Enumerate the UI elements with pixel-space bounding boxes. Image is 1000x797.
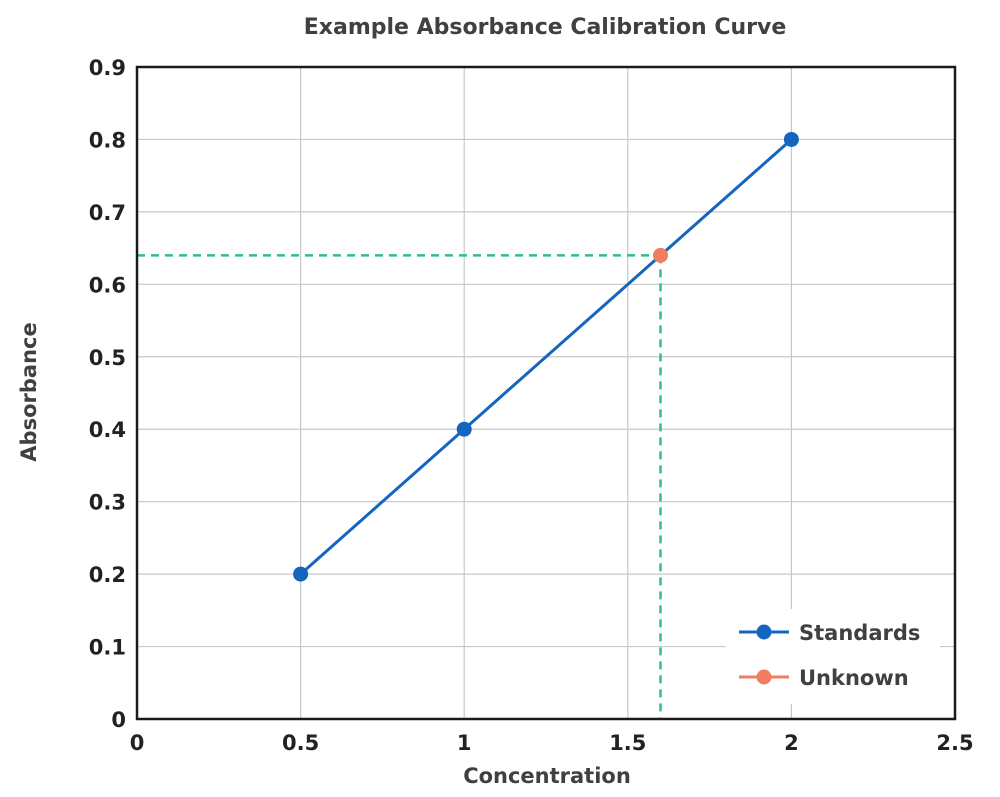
y-tick-label: 0.5 [89, 346, 126, 370]
x-tick-label: 2.5 [936, 731, 973, 755]
legend-label-standards: Standards [799, 621, 920, 645]
y-tick-label: 0.6 [89, 273, 126, 297]
x-tick-label: 0.5 [282, 731, 319, 755]
y-tick-label: 0.3 [89, 491, 126, 515]
data-point-unknown [653, 247, 669, 263]
y-axis-label: Absorbance [17, 322, 41, 461]
legend-box [726, 609, 940, 704]
y-tick-label: 0.1 [89, 636, 126, 660]
data-point-standards [293, 566, 309, 582]
y-tick-label: 0.4 [89, 418, 126, 442]
x-tick-label: 1 [457, 731, 472, 755]
y-tick-label: 0.2 [89, 563, 126, 587]
y-tick-label: 0.7 [89, 201, 126, 225]
series-layer [293, 131, 799, 582]
chart-title: Example Absorbance Calibration Curve [304, 15, 787, 40]
tick-labels: 0 0.5 1 1.5 2 2.5 0 0.1 0.2 0.3 0.4 0.5 0.6 0.7 0.8 0.9 [89, 56, 974, 755]
data-point-standards [456, 421, 472, 437]
y-tick-label: 0.9 [89, 56, 126, 80]
legend-marker-unknown [756, 669, 772, 685]
x-axis-label: Concentration [463, 764, 631, 788]
x-tick-label: 0 [130, 731, 145, 755]
x-tick-label: 2 [784, 731, 799, 755]
legend-marker-standards [756, 624, 772, 640]
x-tick-label: 1.5 [609, 731, 646, 755]
plot-frame [135, 65, 957, 721]
y-tick-label: 0 [111, 708, 126, 732]
data-point-standards [783, 131, 799, 147]
y-tick-label: 0.8 [89, 128, 126, 152]
legend: Standards Unknown [726, 609, 940, 704]
reference-lines [137, 254, 662, 719]
legend-label-unknown: Unknown [799, 666, 909, 690]
